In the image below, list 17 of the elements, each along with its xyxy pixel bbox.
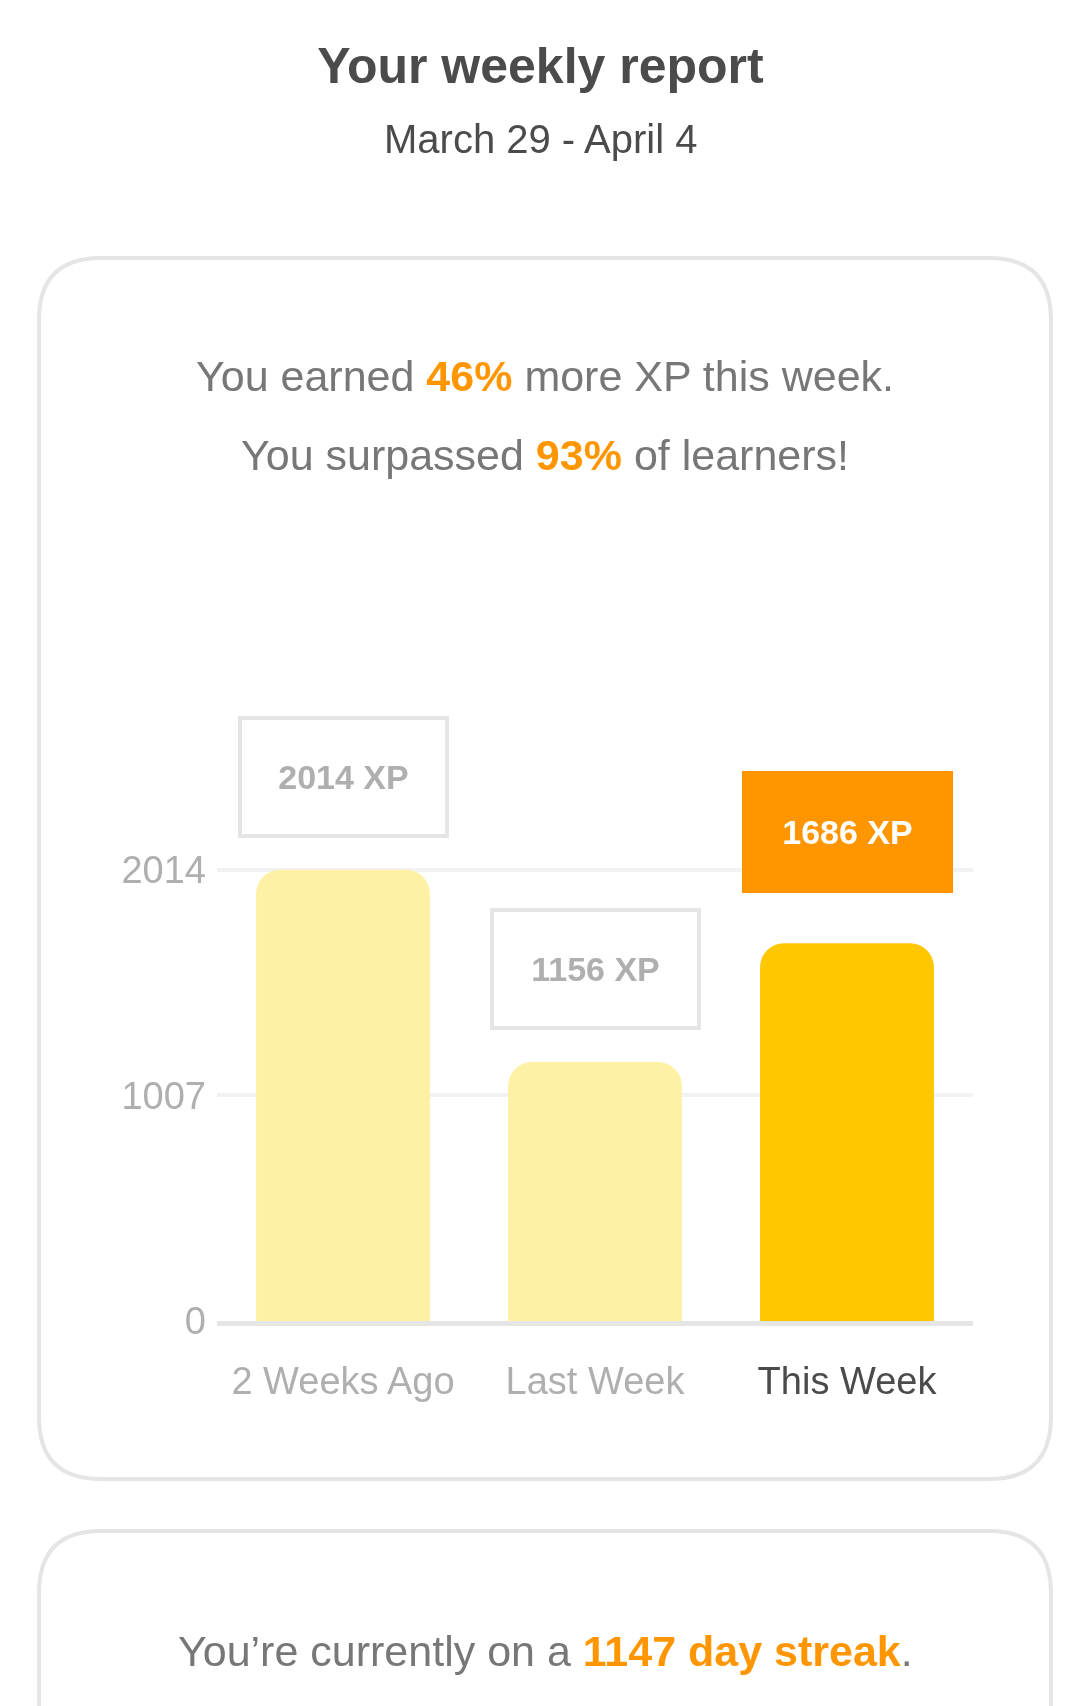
chart-subtitle: March 29 - April 4 [384, 117, 698, 161]
x-tick-label: Last Week [505, 1359, 686, 1402]
data-label: 1686 XP [782, 813, 913, 851]
x-tick-label: This Week [757, 1359, 938, 1402]
chart-title: Your weekly report [317, 37, 765, 94]
text: You’re currently on a 1147 day streak. [178, 1627, 913, 1675]
y-tick-label: 0 [184, 1300, 206, 1343]
x-tick-label: 2 Weeks Ago [231, 1359, 455, 1402]
text: You surpassed 93% of learners! [241, 431, 849, 479]
bar [256, 869, 430, 1321]
bar [508, 1061, 682, 1321]
y-tick-label: 2014 [121, 849, 206, 891]
bar [760, 943, 934, 1321]
text: You earned 46% more XP this week. [196, 352, 895, 400]
data-label: 2014 XP [278, 758, 409, 796]
data-label: 1156 XP [531, 950, 660, 988]
y-tick-label: 1007 [121, 1074, 206, 1117]
